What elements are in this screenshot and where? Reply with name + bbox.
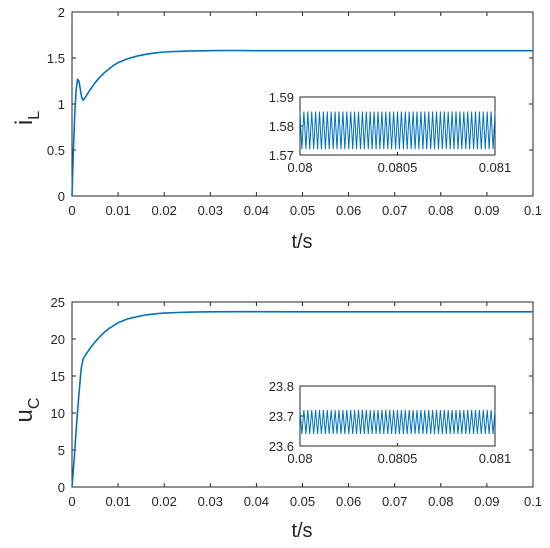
x-tick-label: 0.08 (428, 203, 453, 218)
chart-panel-2: 0 0.01 0.02 0.03 0.04 0.05 0.06 0.07 0.08 0.09 0.1… (11, 295, 542, 542)
zoom-inset: 0.08 0.0805 0.081 1.57 1.58 1.59 (269, 90, 512, 175)
y-axis-label: iL (11, 111, 43, 125)
inset-x-tick-label: 0.08 (287, 451, 312, 466)
y-tick-label: 2 (58, 5, 65, 20)
inset-ripple-line (299, 409, 496, 435)
inset-x-tick-label: 0.0805 (378, 160, 418, 175)
inset-y-tick-label: 1.58 (269, 119, 294, 134)
y-tick-label: 5 (58, 443, 65, 458)
x-tick-label: 0.06 (336, 494, 361, 509)
y-tick-label: 0 (58, 189, 65, 204)
inset-y-tick-label: 1.59 (269, 90, 294, 105)
y-tick-label: 10 (51, 406, 65, 421)
x-axis-label: t/s (291, 231, 312, 253)
x-tick-label: 0.03 (198, 203, 223, 218)
x-tick-label: 0.08 (428, 494, 453, 509)
x-tick-label: 0.1 (524, 494, 542, 509)
inset-y-tick-label: 23.6 (269, 439, 294, 454)
inset-x-tick-label: 0.0805 (378, 451, 418, 466)
x-tick-label: 0 (68, 494, 75, 509)
inset-ripple-line (299, 111, 496, 150)
chart-panel-1: 0 0.01 0.02 0.03 0.04 0.05 0.06 0.07 0.08 0.09 0.1… (11, 5, 542, 253)
x-tick-label: 0.05 (290, 494, 315, 509)
inset-y-tick-label: 23.8 (269, 379, 294, 394)
zoom-inset: 0.08 0.0805 0.081 23.6 23.7 23.8 (269, 379, 512, 466)
x-tick-label: 0.09 (474, 494, 499, 509)
x-tick-label: 0.07 (382, 494, 407, 509)
x-tick-label: 0.1 (524, 203, 542, 218)
inset-x-tick-label: 0.08 (287, 160, 312, 175)
x-tick-label: 0.02 (152, 494, 177, 509)
x-tick-label: 0.05 (290, 203, 315, 218)
series-line (71, 49, 533, 197)
x-tick-label: 0.01 (105, 494, 130, 509)
inset-x-tick-label: 0.081 (479, 451, 512, 466)
y-tick-label: 0 (58, 480, 65, 495)
series-line (71, 310, 533, 488)
x-tick-label: 0.04 (244, 203, 269, 218)
y-tick-label: 25 (51, 295, 65, 310)
x-tick-label: 0.02 (152, 203, 177, 218)
y-tick-label: 15 (51, 369, 65, 384)
x-tick-label: 0.04 (244, 494, 269, 509)
x-tick-label: 0.09 (474, 203, 499, 218)
inset-y-tick-label: 1.57 (269, 148, 294, 163)
x-tick-label: 0.07 (382, 203, 407, 218)
y-tick-label: 0.5 (47, 143, 65, 158)
inset-x-tick-label: 0.081 (479, 160, 512, 175)
x-tick-label: 0.01 (105, 203, 130, 218)
x-axis-label: t/s (291, 520, 312, 542)
y-axis-label: uC (11, 398, 43, 423)
y-tick-label: 1 (58, 97, 65, 112)
y-tick-label: 20 (51, 332, 65, 347)
x-tick-label: 0 (68, 203, 75, 218)
inset-y-tick-label: 23.7 (269, 409, 294, 424)
x-tick-label: 0.03 (198, 494, 223, 509)
x-tick-label: 0.06 (336, 203, 361, 218)
y-tick-label: 1.5 (47, 51, 65, 66)
